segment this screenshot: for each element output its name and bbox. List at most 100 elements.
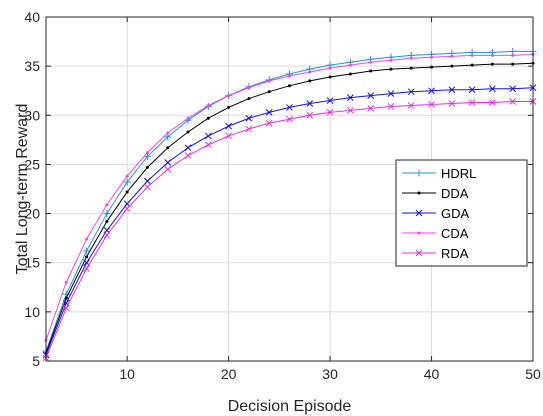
data-point-cda bbox=[328, 66, 332, 70]
data-point-cda bbox=[125, 174, 129, 178]
data-point-dda bbox=[227, 105, 231, 109]
series-lines bbox=[42, 47, 537, 362]
data-point-cda bbox=[267, 79, 271, 83]
data-point-rda bbox=[387, 103, 395, 110]
data-point-cda bbox=[186, 116, 190, 120]
y-tick-label: 10 bbox=[24, 304, 40, 320]
data-point-dda bbox=[348, 72, 352, 76]
y-tick-label: 40 bbox=[24, 9, 40, 25]
data-point-cda bbox=[470, 53, 474, 57]
axis-ticks: 10 20 30 40 50 5 10 15 20 25 30 35 40 bbox=[24, 9, 541, 382]
data-point-gda bbox=[407, 88, 415, 96]
data-point-gda bbox=[509, 85, 517, 93]
y-tick-label: 5 bbox=[32, 353, 40, 369]
data-point-hdrl bbox=[509, 47, 517, 55]
data-point-dda bbox=[470, 63, 474, 67]
x-tick-label: 50 bbox=[525, 366, 541, 382]
data-point-dda bbox=[267, 90, 271, 94]
legend-marker-dda bbox=[417, 191, 421, 195]
data-point-rda bbox=[62, 304, 70, 312]
data-point-dda bbox=[409, 66, 413, 70]
data-point-rda bbox=[286, 115, 293, 123]
data-point-gda bbox=[367, 92, 375, 99]
data-point-dda bbox=[64, 296, 68, 300]
data-point-dda bbox=[186, 130, 190, 134]
data-point-rda bbox=[326, 108, 334, 116]
legend-marker-cda bbox=[417, 231, 421, 235]
data-point-dda bbox=[511, 62, 515, 66]
x-axis-label: Decision Episode bbox=[228, 398, 352, 415]
legend-marker-rda bbox=[415, 249, 423, 257]
series-dda bbox=[44, 61, 535, 355]
legend-label-dda: DDA bbox=[441, 186, 469, 201]
legend-label-rda: RDA bbox=[441, 246, 469, 261]
data-point-gda bbox=[326, 97, 334, 104]
data-point-cda bbox=[288, 74, 291, 78]
y-tick-label: 25 bbox=[24, 156, 40, 172]
data-point-rda bbox=[448, 100, 456, 107]
data-point-gda bbox=[428, 87, 435, 95]
data-point-cda bbox=[450, 54, 454, 58]
data-point-rda bbox=[407, 102, 415, 109]
data-point-cda bbox=[348, 63, 352, 67]
data-point-dda bbox=[105, 219, 109, 223]
data-point-cda bbox=[511, 53, 515, 57]
data-point-dda bbox=[206, 116, 210, 120]
series-rda bbox=[42, 98, 537, 362]
series-gda bbox=[42, 84, 537, 359]
data-point-cda bbox=[308, 70, 312, 74]
x-tick-label: 20 bbox=[221, 366, 237, 382]
data-point-gda bbox=[144, 177, 151, 185]
data-point-hdrl bbox=[103, 210, 111, 218]
data-point-dda bbox=[125, 190, 129, 194]
legend-label-cda: CDA bbox=[441, 226, 469, 241]
data-point-rda bbox=[509, 98, 517, 105]
data-point-dda bbox=[490, 62, 494, 66]
data-point-rda bbox=[184, 152, 192, 159]
data-point-dda bbox=[389, 67, 393, 71]
data-point-dda bbox=[308, 79, 312, 83]
data-point-rda bbox=[225, 132, 232, 140]
data-point-dda bbox=[288, 84, 291, 88]
legend-marker-hdrl bbox=[415, 169, 423, 177]
data-point-cda bbox=[409, 56, 413, 60]
data-point-cda bbox=[227, 94, 231, 98]
data-point-cda bbox=[430, 55, 434, 59]
data-point-gda bbox=[286, 104, 293, 111]
data-point-gda bbox=[164, 159, 172, 166]
data-point-dda bbox=[430, 65, 434, 69]
data-point-gda bbox=[245, 114, 253, 122]
data-point-gda bbox=[123, 200, 131, 208]
data-point-hdrl bbox=[164, 133, 172, 141]
data-point-rda bbox=[164, 165, 172, 173]
y-tick-label: 20 bbox=[24, 206, 40, 222]
y-tick-label: 35 bbox=[24, 58, 40, 74]
data-point-rda bbox=[245, 125, 253, 133]
data-point-hdrl bbox=[83, 247, 91, 255]
data-point-dda bbox=[328, 75, 332, 79]
data-point-rda bbox=[367, 105, 375, 112]
data-point-dda bbox=[85, 255, 89, 259]
data-point-gda bbox=[265, 108, 273, 116]
data-point-dda bbox=[166, 146, 170, 150]
data-point-cda bbox=[85, 237, 89, 241]
legend-label-gda: GDA bbox=[441, 206, 470, 221]
data-point-dda bbox=[145, 165, 149, 169]
y-tick-label: 30 bbox=[24, 107, 40, 123]
legend: HDRL DDA GDA CDA RDA bbox=[395, 159, 528, 267]
data-point-rda bbox=[428, 101, 435, 108]
data-point-cda bbox=[166, 131, 170, 135]
data-point-gda bbox=[489, 85, 496, 93]
data-point-dda bbox=[369, 69, 373, 73]
x-tick-label: 30 bbox=[322, 366, 338, 382]
y-tick-label: 15 bbox=[24, 255, 40, 271]
data-point-rda bbox=[83, 265, 90, 272]
data-point-cda bbox=[145, 151, 149, 155]
data-point-gda bbox=[225, 122, 232, 130]
plot-area-frame bbox=[45, 16, 534, 362]
data-point-dda bbox=[247, 97, 251, 101]
data-point-cda bbox=[369, 60, 373, 64]
data-point-rda bbox=[347, 107, 354, 114]
series-cda bbox=[44, 52, 535, 342]
